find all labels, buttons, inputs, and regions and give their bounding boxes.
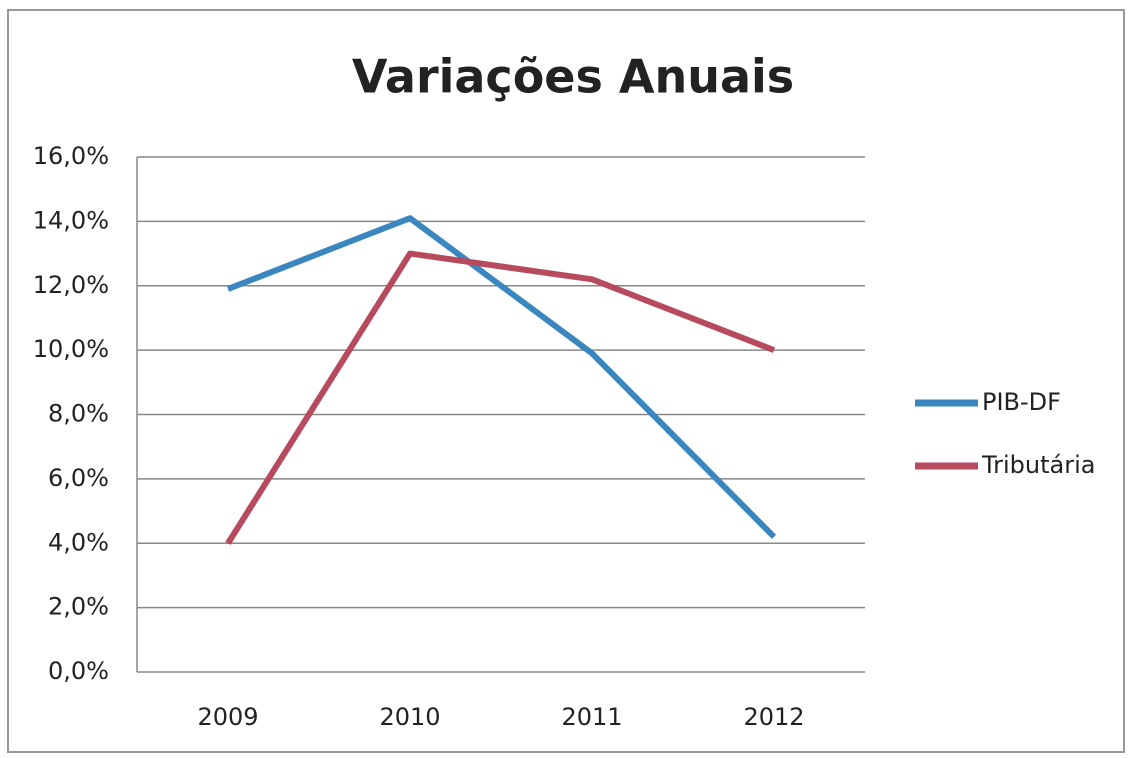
y-tick-label: 10,0% bbox=[33, 335, 109, 363]
series-line bbox=[225, 250, 776, 545]
x-tick-label: 2011 bbox=[561, 703, 622, 731]
legend-label: Tributária bbox=[981, 451, 1095, 479]
y-tick-label: 4,0% bbox=[48, 528, 109, 556]
chart-title: Variações Anuais bbox=[352, 50, 794, 104]
y-tick-label: 2,0% bbox=[48, 593, 109, 621]
series-line bbox=[226, 215, 777, 539]
x-tick-label: 2012 bbox=[743, 703, 804, 731]
y-tick-label: 14,0% bbox=[33, 206, 109, 234]
y-tick-label: 6,0% bbox=[48, 464, 109, 492]
y-tick-label: 8,0% bbox=[48, 400, 109, 428]
legend-label: PIB-DF bbox=[982, 388, 1061, 416]
y-tick-label: 0,0% bbox=[48, 657, 109, 685]
chart-frame bbox=[7, 9, 1125, 753]
x-tick-label: 2009 bbox=[197, 703, 258, 731]
y-tick-label: 16,0% bbox=[33, 142, 109, 170]
x-tick-label: 2010 bbox=[379, 703, 440, 731]
y-tick-label: 12,0% bbox=[33, 271, 109, 299]
